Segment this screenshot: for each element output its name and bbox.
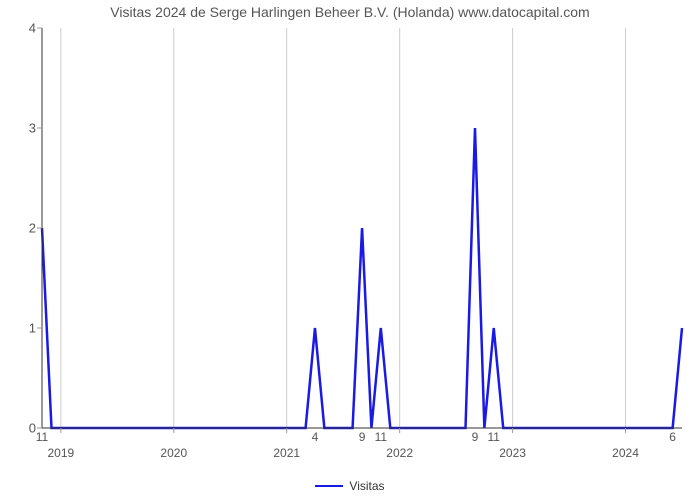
x-month-label: 6 [669,428,676,444]
y-tick-label: 3 [29,121,42,136]
x-month-label: 11 [375,428,387,444]
x-month-label: 9 [359,428,366,444]
y-tick-label: 1 [29,321,42,336]
chart-container: Visitas 2024 de Serge Harlingen Beheer B… [0,0,700,500]
legend-item-visitas: Visitas [315,479,384,493]
legend-label: Visitas [349,479,384,493]
chart-title-text: Visitas 2024 de Serge Harlingen Beheer B… [110,4,589,20]
x-year-label: 2020 [160,446,187,460]
chart-title: Visitas 2024 de Serge Harlingen Beheer B… [0,4,700,22]
x-month-label: 9 [472,428,479,444]
x-year-label: 2023 [499,446,526,460]
y-tick-label: 4 [29,21,42,36]
x-year-label: 2019 [48,446,75,460]
x-year-label: 2024 [612,446,639,460]
x-year-label: 2022 [386,446,413,460]
legend-line [315,485,343,487]
axis-svg [42,28,682,428]
legend: Visitas [0,476,700,493]
x-year-label: 2021 [273,446,300,460]
plot-area: 012342019202020212022202320241149119116 [42,28,682,428]
x-month-label: 11 [36,428,48,444]
x-month-label: 11 [488,428,500,444]
y-tick-label: 2 [29,221,42,236]
x-month-label: 4 [312,428,319,444]
